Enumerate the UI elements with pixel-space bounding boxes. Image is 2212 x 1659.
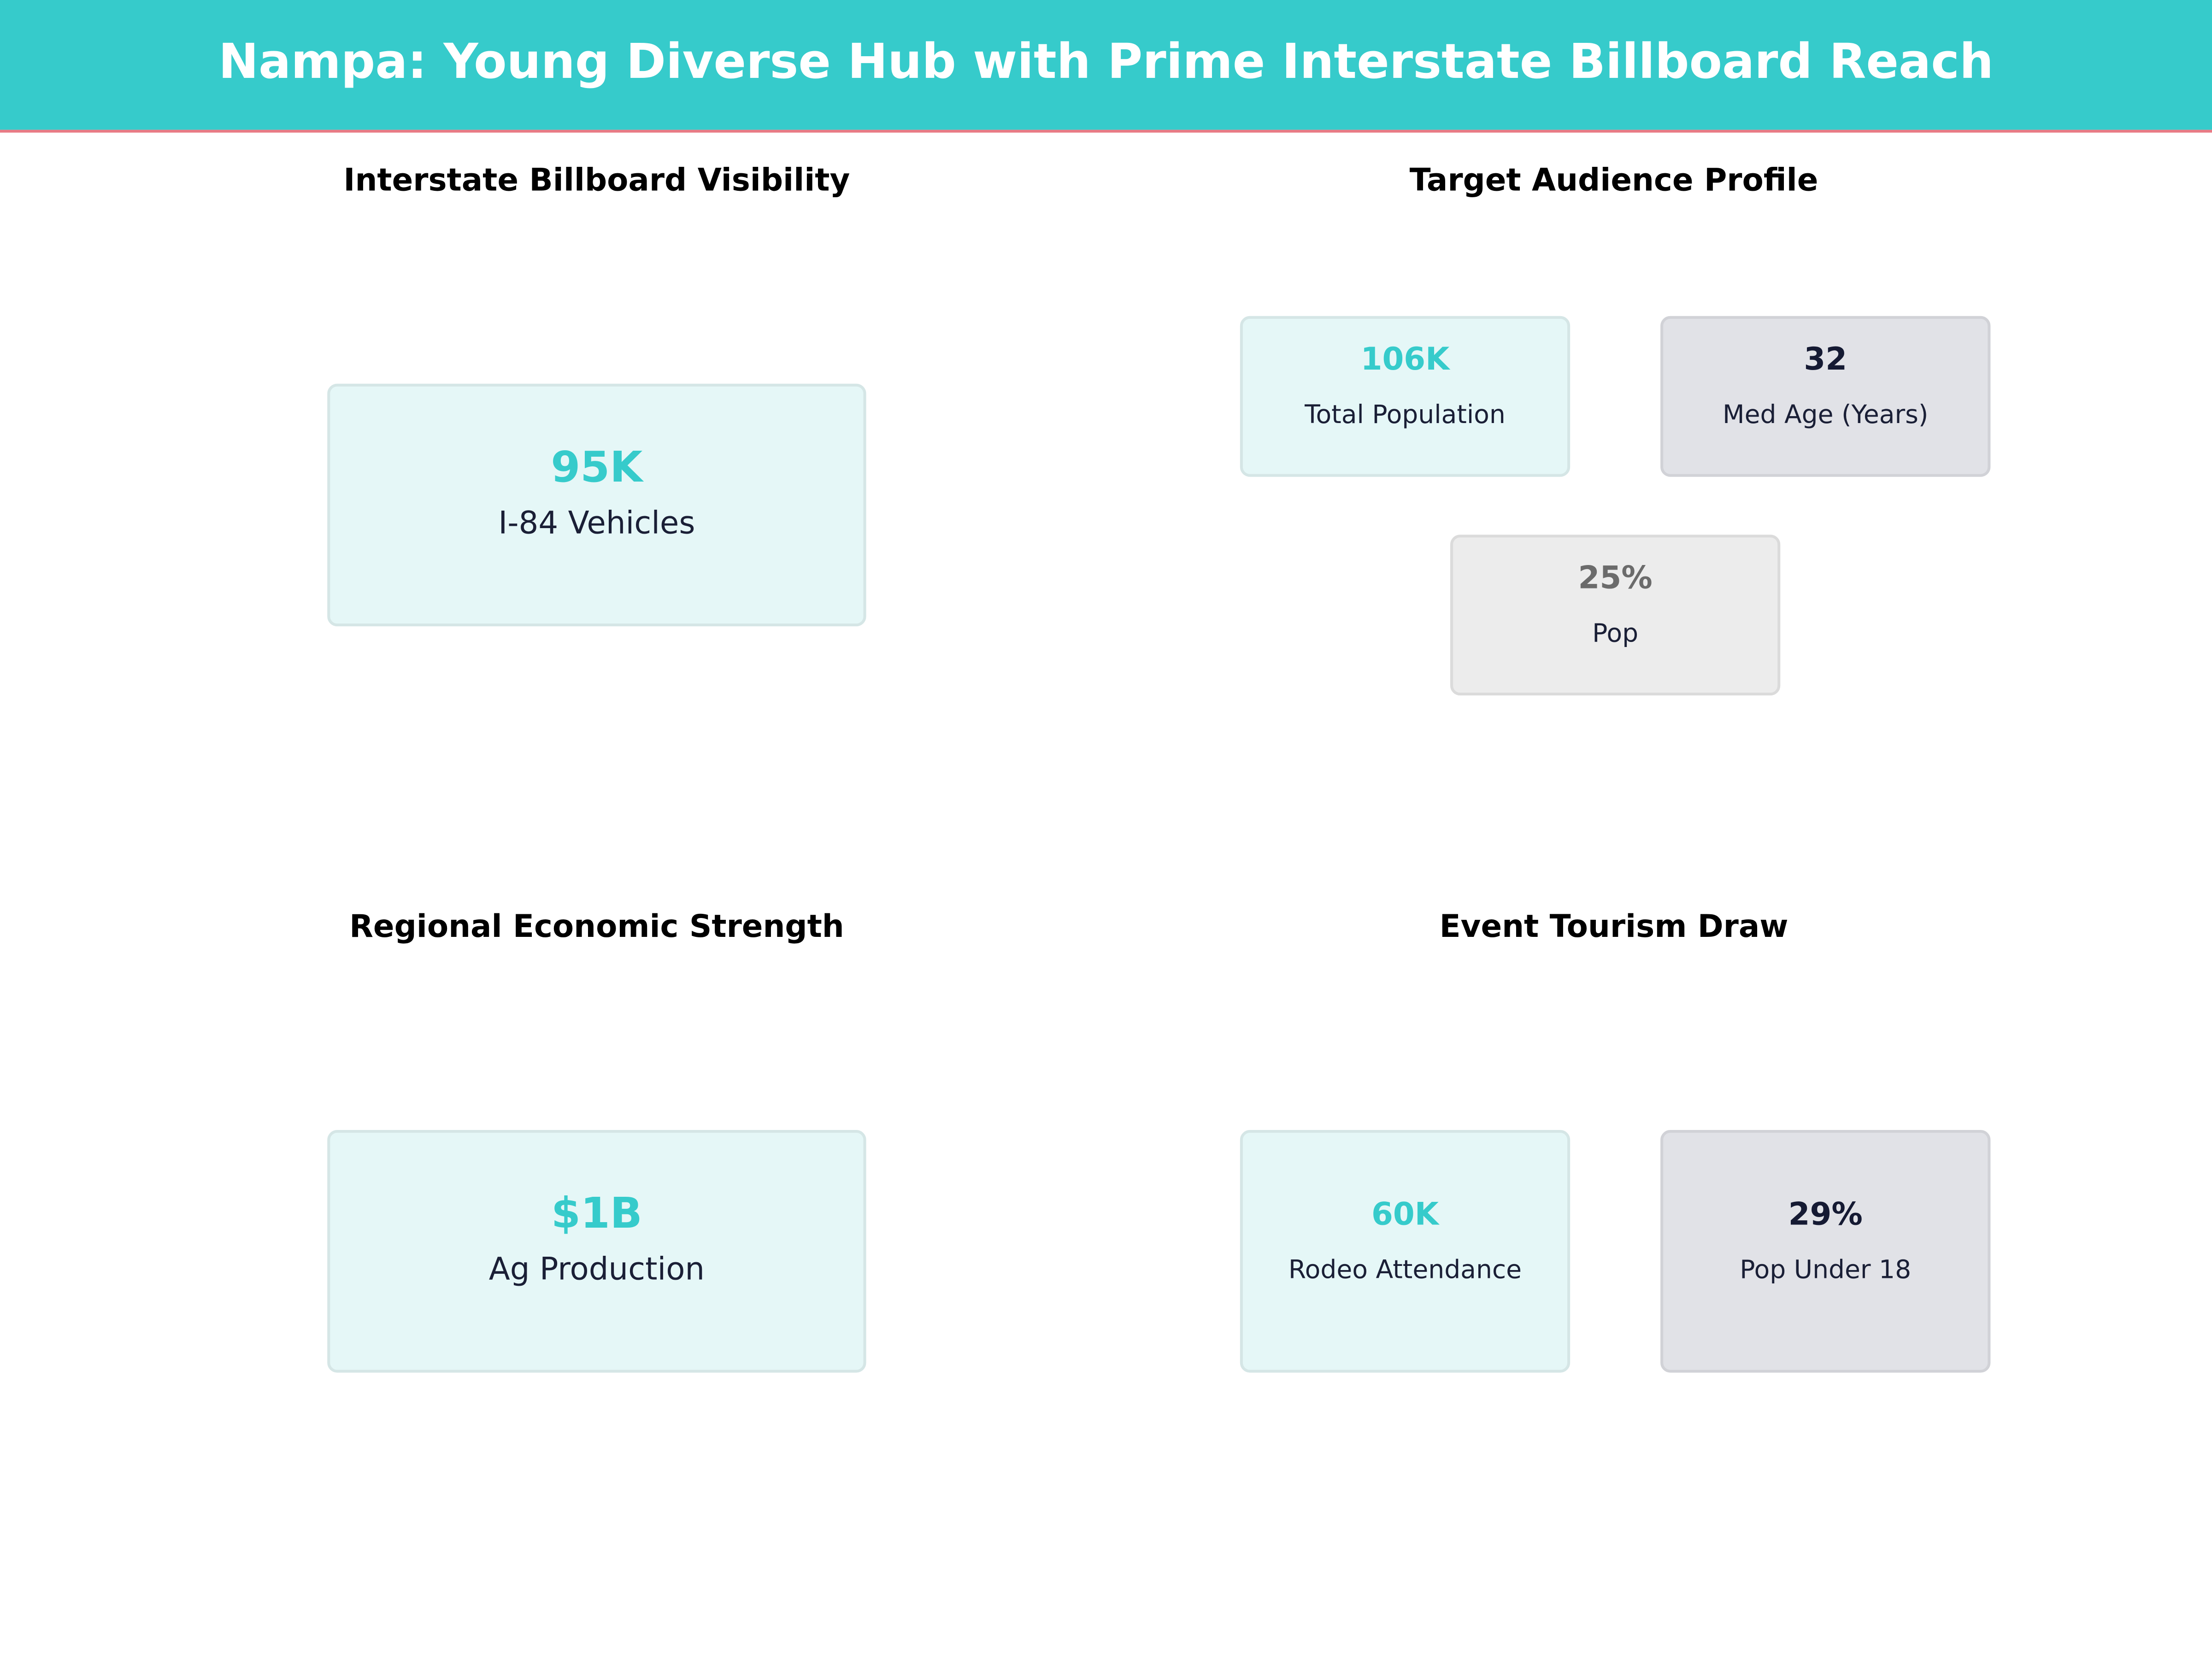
panel-title: Interstate Billboard Visibility	[343, 161, 850, 198]
stat-label: Total Population	[1304, 400, 1506, 429]
stat-card	[1660, 316, 1991, 477]
stat-card	[1450, 535, 1781, 696]
stat-label: Ag Production	[489, 1251, 705, 1287]
stat-card	[1660, 1130, 1991, 1373]
stat-value: $1B	[551, 1188, 642, 1238]
stat-value: 95K	[551, 442, 644, 492]
stat-value: 29%	[1788, 1195, 1863, 1232]
stat-value: 32	[1804, 341, 1847, 377]
panel-title: Target Audience Profile	[1410, 161, 1818, 198]
panel-title: Event Tourism Draw	[1440, 908, 1788, 944]
header-bar	[0, 0, 2212, 130]
stat-label: Med Age (Years)	[1723, 400, 1928, 429]
page-title: Nampa: Young Diverse Hub with Prime Inte…	[218, 33, 1994, 89]
panel-title: Regional Economic Strength	[349, 908, 844, 944]
stat-label: Rodeo Attendance	[1288, 1254, 1522, 1284]
stat-label: I-84 Vehicles	[498, 504, 695, 541]
header-rule	[0, 129, 2212, 133]
stat-value: 106K	[1361, 341, 1451, 377]
stat-value: 60K	[1371, 1195, 1440, 1232]
stat-card	[327, 1130, 866, 1373]
stat-value: 25%	[1578, 559, 1653, 596]
stat-card	[327, 383, 866, 627]
stat-label: Pop Under 18	[1740, 1254, 1911, 1284]
stat-card	[1240, 1130, 1571, 1373]
stat-card	[1240, 316, 1571, 477]
stat-label: Pop	[1592, 618, 1638, 648]
